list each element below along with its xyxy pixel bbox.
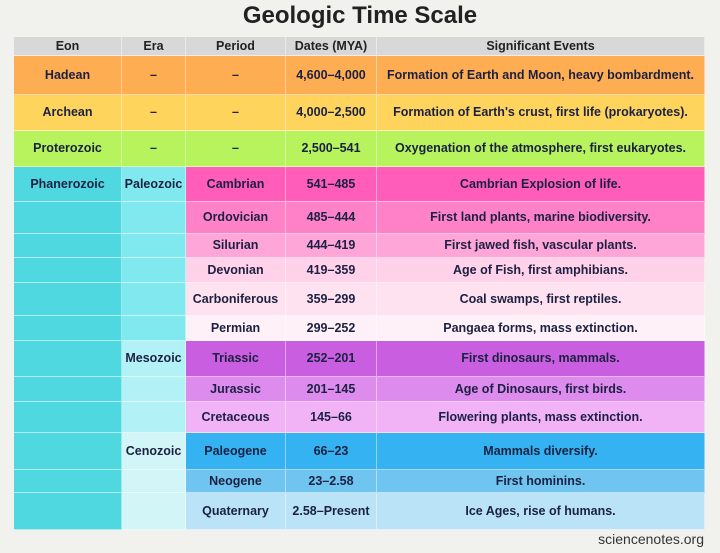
- header-period: Period: [186, 37, 286, 56]
- cell-era: [122, 283, 186, 316]
- cell-period: Devonian: [186, 258, 286, 283]
- cell-events: First hominins.: [377, 470, 705, 493]
- cell-period: Carboniferous: [186, 283, 286, 316]
- cell-events: Formation of Earth and Moon, heavy bomba…: [377, 56, 705, 95]
- cell-dates: 299–252: [286, 316, 377, 341]
- cell-events: Pangaea forms, mass extinction.: [377, 316, 705, 341]
- cell-era: [122, 234, 186, 258]
- cell-events: Age of Fish, first amphibians.: [377, 258, 705, 283]
- cell-dates: 252–201: [286, 341, 377, 377]
- header-era: Era: [122, 37, 186, 56]
- cell-period: Triassic: [186, 341, 286, 377]
- geologic-time-table: Eon Era Period Dates (MYA) Significant E…: [14, 37, 705, 530]
- cell-events: Formation of Earth's crust, first life (…: [377, 95, 705, 131]
- cell-period: –: [186, 131, 286, 167]
- cell-era: Paleozoic: [122, 167, 186, 202]
- cell-period: Neogene: [186, 470, 286, 493]
- cell-events: Age of Dinosaurs, first birds.: [377, 377, 705, 402]
- cell-eon: [14, 316, 122, 341]
- cell-events: Coal swamps, first reptiles.: [377, 283, 705, 316]
- cell-era: [122, 377, 186, 402]
- header-eon: Eon: [14, 37, 122, 56]
- cell-era: Cenozoic: [122, 433, 186, 470]
- cell-era: [122, 470, 186, 493]
- cell-events: First jawed fish, vascular plants.: [377, 234, 705, 258]
- cell-events: Flowering plants, mass extinction.: [377, 402, 705, 433]
- cell-eon: [14, 234, 122, 258]
- cell-events: Cambrian Explosion of life.: [377, 167, 705, 202]
- header-dates: Dates (MYA): [286, 37, 377, 56]
- cell-period: Quaternary: [186, 493, 286, 530]
- cell-period: Permian: [186, 316, 286, 341]
- cell-eon: Archean: [14, 95, 122, 131]
- cell-eon: [14, 377, 122, 402]
- cell-era: [122, 202, 186, 234]
- cell-dates: 145–66: [286, 402, 377, 433]
- cell-eon: [14, 470, 122, 493]
- cell-era: [122, 258, 186, 283]
- cell-period: Cretaceous: [186, 402, 286, 433]
- cell-eon: Proterozoic: [14, 131, 122, 167]
- cell-dates: 66–23: [286, 433, 377, 470]
- cell-era: [122, 316, 186, 341]
- cell-period: Cambrian: [186, 167, 286, 202]
- cell-events: First land plants, marine biodiversity.: [377, 202, 705, 234]
- cell-period: Ordovician: [186, 202, 286, 234]
- cell-eon: [14, 341, 122, 377]
- cell-eon: Phanerozoic: [14, 167, 122, 202]
- cell-events: Ice Ages, rise of humans.: [377, 493, 705, 530]
- cell-period: Jurassic: [186, 377, 286, 402]
- cell-era: –: [122, 131, 186, 167]
- cell-eon: [14, 402, 122, 433]
- cell-era: –: [122, 95, 186, 131]
- cell-events: First dinosaurs, mammals.: [377, 341, 705, 377]
- cell-era: [122, 493, 186, 530]
- cell-eon: [14, 202, 122, 234]
- cell-dates: 359–299: [286, 283, 377, 316]
- cell-dates: 419–359: [286, 258, 377, 283]
- cell-events: Mammals diversify.: [377, 433, 705, 470]
- cell-dates: 541–485: [286, 167, 377, 202]
- cell-period: –: [186, 95, 286, 131]
- source-credit: sciencenotes.org: [598, 531, 704, 547]
- cell-era: Mesozoic: [122, 341, 186, 377]
- cell-dates: 201–145: [286, 377, 377, 402]
- cell-era: [122, 402, 186, 433]
- cell-dates: 485–444: [286, 202, 377, 234]
- cell-dates: 2,500–541: [286, 131, 377, 167]
- cell-events: Oxygenation of the atmosphere, first euk…: [377, 131, 705, 167]
- cell-period: Silurian: [186, 234, 286, 258]
- cell-eon: [14, 433, 122, 470]
- header-events: Significant Events: [377, 37, 705, 56]
- cell-period: –: [186, 56, 286, 95]
- cell-dates: 444–419: [286, 234, 377, 258]
- cell-eon: [14, 258, 122, 283]
- cell-dates: 4,600–4,000: [286, 56, 377, 95]
- cell-period: Paleogene: [186, 433, 286, 470]
- cell-dates: 2.58–Present: [286, 493, 377, 530]
- cell-eon: Hadean: [14, 56, 122, 95]
- cell-eon: [14, 493, 122, 530]
- cell-eon: [14, 283, 122, 316]
- cell-dates: 4,000–2,500: [286, 95, 377, 131]
- page-title: Geologic Time Scale: [242, 2, 478, 29]
- cell-era: –: [122, 56, 186, 95]
- cell-dates: 23–2.58: [286, 470, 377, 493]
